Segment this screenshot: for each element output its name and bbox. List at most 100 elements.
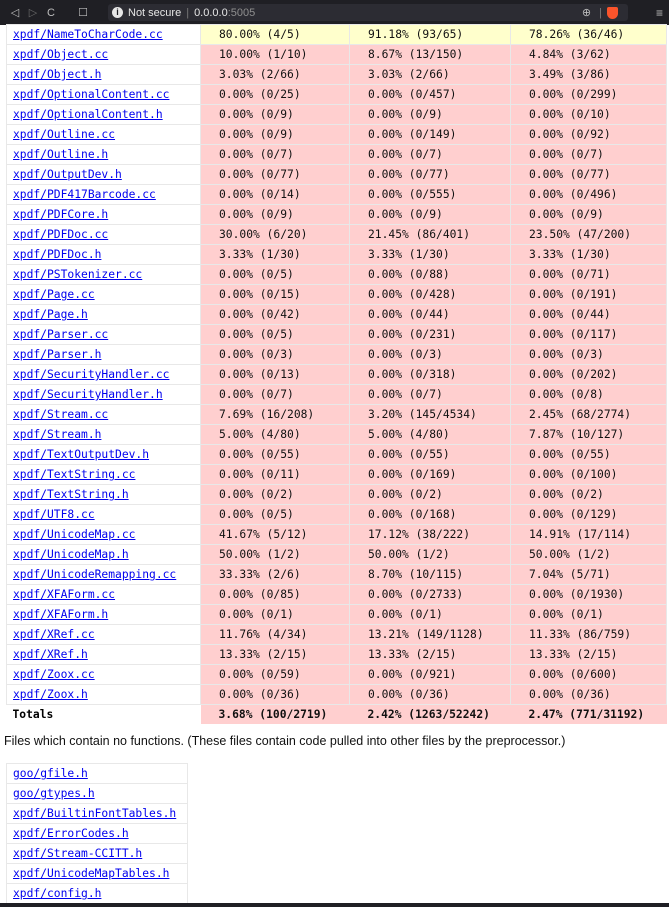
regions-coverage-cell: 14.91% (17/114): [510, 524, 667, 545]
file-cell: xpdf/UnicodeMap.h: [6, 544, 201, 565]
file-link[interactable]: xpdf/Zoox.cc: [13, 668, 95, 681]
file-link[interactable]: xpdf/config.h: [13, 887, 102, 900]
address-bar[interactable]: ☐ i Not secure | 0.0.0.0:5005 ⊕ |: [78, 4, 628, 21]
list-item: xpdf/ErrorCodes.h: [6, 823, 188, 844]
zoom-icon[interactable]: ⊕: [581, 7, 592, 19]
file-link[interactable]: xpdf/PDFCore.h: [13, 208, 109, 221]
file-link[interactable]: xpdf/OptionalContent.h: [13, 108, 163, 121]
file-link[interactable]: xpdf/SecurityHandler.h: [13, 388, 163, 401]
file-link[interactable]: xpdf/XFAForm.cc: [13, 588, 116, 601]
lines-coverage-cell: 0.00% (0/77): [200, 164, 350, 185]
file-link[interactable]: xpdf/PDF417Barcode.cc: [13, 188, 156, 201]
file-cell: xpdf/Stream.h: [6, 424, 201, 445]
file-link[interactable]: xpdf/Stream.cc: [13, 408, 109, 421]
file-cell: xpdf/Zoox.h: [6, 684, 201, 705]
file-link[interactable]: xpdf/Outline.cc: [13, 128, 116, 141]
file-link[interactable]: xpdf/TextOutputDev.h: [13, 448, 150, 461]
file-link[interactable]: xpdf/SecurityHandler.cc: [13, 368, 170, 381]
file-cell: goo/gtypes.h: [6, 783, 188, 804]
file-link[interactable]: goo/gfile.h: [13, 767, 88, 780]
table-row: xpdf/PSTokenizer.cc 0.00% (0/5) 0.00% (0/8…: [6, 264, 667, 285]
regions-coverage-cell: 23.50% (47/200): [510, 224, 667, 245]
file-link[interactable]: xpdf/UnicodeMap.h: [13, 548, 129, 561]
file-link[interactable]: xpdf/PSTokenizer.cc: [13, 268, 143, 281]
info-icon[interactable]: i: [112, 7, 123, 18]
table-row: xpdf/XRef.h 13.33% (2/15) 13.33% (2/15) 13.…: [6, 644, 667, 665]
file-link[interactable]: xpdf/OutputDev.h: [13, 168, 122, 181]
file-link[interactable]: xpdf/OptionalContent.cc: [13, 88, 170, 101]
bookmark-icon[interactable]: ☐: [78, 7, 88, 19]
funcs-coverage-cell: 91.18% (93/65): [349, 24, 511, 45]
regions-coverage-cell: 0.00% (0/92): [510, 124, 667, 145]
file-link[interactable]: xpdf/Page.h: [13, 308, 88, 321]
table-row: xpdf/UTF8.cc 0.00% (0/5) 0.00% (0/168) 0.00…: [6, 504, 667, 525]
file-cell: xpdf/SecurityHandler.h: [6, 384, 201, 405]
lines-coverage-cell: 33.33% (2/6): [200, 564, 350, 585]
back-icon[interactable]: ◁: [10, 7, 20, 19]
funcs-coverage-cell: 0.00% (0/1): [349, 604, 511, 625]
regions-coverage-cell: 0.00% (0/44): [510, 304, 667, 325]
file-cell: xpdf/Page.h: [6, 304, 201, 325]
funcs-coverage-cell: 0.00% (0/428): [349, 284, 511, 305]
lines-coverage-cell: 10.00% (1/10): [200, 44, 350, 65]
totals-lines-cell: 3.68% (100/2719): [200, 704, 350, 724]
lines-coverage-cell: 41.67% (5/12): [200, 524, 350, 545]
file-link[interactable]: xpdf/Object.h: [13, 68, 102, 81]
file-link[interactable]: xpdf/Page.cc: [13, 288, 95, 301]
regions-coverage-cell: 0.00% (0/129): [510, 504, 667, 525]
file-cell: xpdf/TextString.cc: [6, 464, 201, 485]
file-link[interactable]: xpdf/BuiltinFontTables.h: [13, 807, 177, 820]
forward-icon[interactable]: ▷: [28, 7, 38, 19]
file-link[interactable]: xpdf/Stream-CCITT.h: [13, 847, 143, 860]
regions-coverage-cell: 4.84% (3/62): [510, 44, 667, 65]
file-link[interactable]: xpdf/Parser.h: [13, 348, 102, 361]
file-link[interactable]: xpdf/TextString.h: [13, 488, 129, 501]
file-link[interactable]: xpdf/ErrorCodes.h: [13, 827, 129, 840]
file-link[interactable]: xpdf/NameToCharCode.cc: [13, 28, 163, 41]
funcs-coverage-cell: 8.67% (13/150): [349, 44, 511, 65]
file-cell: xpdf/UTF8.cc: [6, 504, 201, 525]
table-row: xpdf/Zoox.cc 0.00% (0/59) 0.00% (0/921) 0.0…: [6, 664, 667, 685]
lines-coverage-cell: 50.00% (1/2): [200, 544, 350, 565]
file-link[interactable]: xpdf/Zoox.h: [13, 688, 88, 701]
file-link[interactable]: xpdf/XFAForm.h: [13, 608, 109, 621]
lines-coverage-cell: 0.00% (0/3): [200, 344, 350, 365]
file-link[interactable]: xpdf/UnicodeMap.cc: [13, 528, 136, 541]
lines-coverage-cell: 0.00% (0/15): [200, 284, 350, 305]
table-row: xpdf/UnicodeMap.cc 41.67% (5/12) 17.12% (3…: [6, 524, 667, 545]
lines-coverage-cell: 0.00% (0/5): [200, 264, 350, 285]
toolbar-separator: |: [599, 6, 602, 19]
file-link[interactable]: xpdf/TextString.cc: [13, 468, 136, 481]
table-row: xpdf/Page.h 0.00% (0/42) 0.00% (0/44) 0.00%…: [6, 304, 667, 325]
shield-icon[interactable]: [607, 6, 618, 19]
lines-coverage-cell: 0.00% (0/42): [200, 304, 350, 325]
file-link[interactable]: xpdf/Outline.h: [13, 148, 109, 161]
file-link[interactable]: xpdf/Stream.h: [13, 428, 102, 441]
table-row: xpdf/NameToCharCode.cc 80.00% (4/5) 91.18%…: [6, 24, 667, 45]
file-link[interactable]: xpdf/XRef.cc: [13, 628, 95, 641]
file-link[interactable]: goo/gtypes.h: [13, 787, 95, 800]
file-cell: xpdf/Object.cc: [6, 44, 201, 65]
table-row: xpdf/Stream.h 5.00% (4/80) 5.00% (4/80) 7.8…: [6, 424, 667, 445]
file-link[interactable]: xpdf/UnicodeRemapping.cc: [13, 568, 177, 581]
table-row: xpdf/PDFDoc.h 3.33% (1/30) 3.33% (1/30) 3.3…: [6, 244, 667, 265]
file-link[interactable]: xpdf/Parser.cc: [13, 328, 109, 341]
file-link[interactable]: xpdf/PDFDoc.cc: [13, 228, 109, 241]
no-functions-table-body: goo/gfile.h goo/gtypes.h xpdf/BuiltinFontT…: [6, 763, 188, 904]
funcs-coverage-cell: 0.00% (0/231): [349, 324, 511, 345]
menu-icon[interactable]: ≡: [655, 5, 663, 20]
regions-coverage-cell: 7.04% (5/71): [510, 564, 667, 585]
file-link[interactable]: xpdf/PDFDoc.h: [13, 248, 102, 261]
file-link[interactable]: xpdf/UTF8.cc: [13, 508, 95, 521]
file-link[interactable]: xpdf/XRef.h: [13, 648, 88, 661]
table-row: xpdf/OutputDev.h 0.00% (0/77) 0.00% (0/77)…: [6, 164, 667, 185]
list-item: goo/gtypes.h: [6, 783, 188, 804]
file-link[interactable]: xpdf/UnicodeMapTables.h: [13, 867, 170, 880]
regions-coverage-cell: 0.00% (0/496): [510, 184, 667, 205]
funcs-coverage-cell: 50.00% (1/2): [349, 544, 511, 565]
file-cell: xpdf/SecurityHandler.cc: [6, 364, 201, 385]
file-link[interactable]: xpdf/Object.cc: [13, 48, 109, 61]
regions-coverage-cell: 0.00% (0/77): [510, 164, 667, 185]
reload-icon[interactable]: C: [47, 6, 55, 19]
lines-coverage-cell: 0.00% (0/36): [200, 684, 350, 705]
